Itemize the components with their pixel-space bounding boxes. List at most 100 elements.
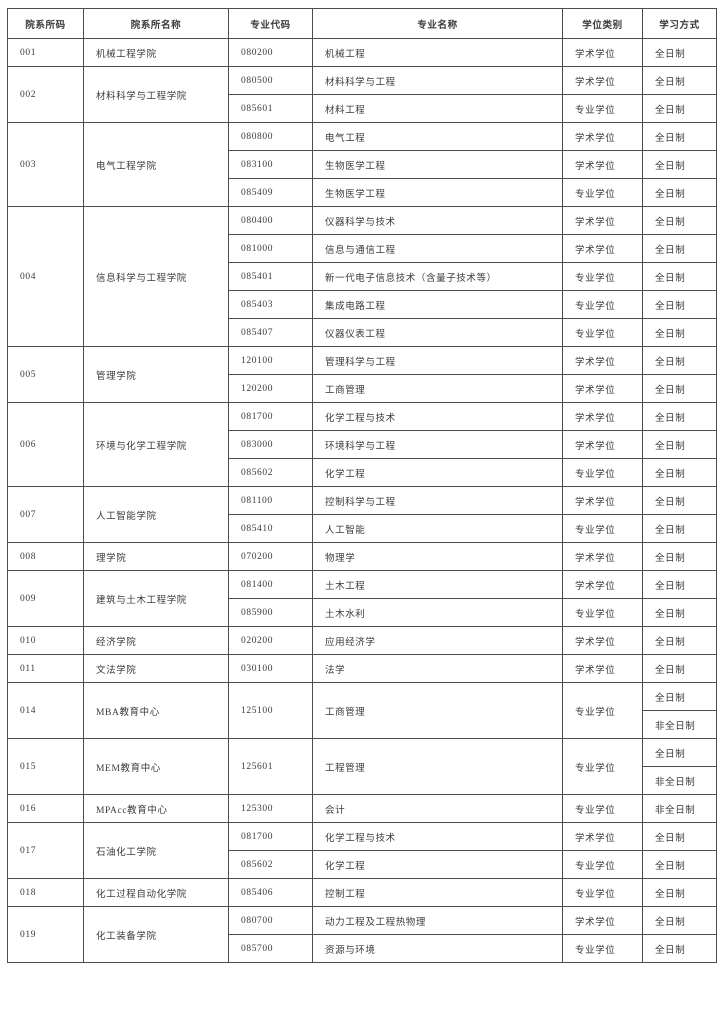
major-code-cell: 080400 (228, 206, 313, 235)
major-name-cell: 化学工程 (312, 850, 563, 879)
major-name-cell: 应用经济学 (312, 626, 563, 655)
dept-code-cell: 006 (7, 402, 84, 487)
study-mode-cell: 全日制 (642, 514, 717, 543)
table-row: 005 管理学院 120100 管理科学与工程 学术学位 全日制 (7, 346, 717, 403)
study-mode-cell: 全日制 (642, 262, 717, 291)
table-row: 085601 材料工程 专业学位 全日制 (8, 94, 717, 123)
header-dept-name: 院系所名称 (83, 8, 229, 39)
major-code-cell: 085409 (228, 178, 313, 207)
major-code-cell: 125300 (228, 794, 313, 823)
table-row: 019 化工装备学院 080700 动力工程及工程热物理 学术学位 全日制 (7, 906, 717, 963)
table-row: 008 理学院 070200 物理学 学术学位 全日制 (7, 542, 717, 571)
major-code-cell: 085410 (228, 514, 313, 543)
study-mode-cell: 全日制 (642, 318, 717, 347)
major-name-cell: 土木工程 (312, 570, 563, 599)
major-code-cell: 070200 (228, 542, 313, 571)
major-code-cell: 080700 (228, 906, 313, 935)
table-row: 083000 环境科学与工程 学术学位 全日制 (8, 430, 717, 459)
major-name-cell: 物理学 (312, 542, 563, 571)
major-code-cell: 085407 (228, 318, 313, 347)
table-row: 014 MBA教育中心 125100 工商管理 专业学位 全日制 (7, 682, 717, 739)
dept-name-cell: 机械工程学院 (83, 38, 229, 67)
major-code-cell: 085403 (228, 290, 313, 319)
dept-name-cell: 化工过程自动化学院 (83, 878, 229, 907)
dept-name-cell: 管理学院 (83, 346, 229, 403)
table-row: 018 化工过程自动化学院 085406 控制工程 专业学位 全日制 (7, 878, 717, 907)
major-name-cell: 人工智能 (312, 514, 563, 543)
admissions-table: 院系所码 院系所名称 专业代码 专业名称 学位类别 学习方式 001 机械工程学院… (7, 8, 717, 963)
table-row: 017 石油化工学院 081700 化学工程与技术 学术学位 全日制 (7, 822, 717, 879)
dept-name-cell: 化工装备学院 (83, 906, 229, 963)
major-code-cell: 020200 (228, 626, 313, 655)
major-code-cell: 125100 (228, 682, 313, 739)
major-name-cell: 新一代电子信息技术（含量子技术等） (312, 262, 563, 291)
degree-type-cell: 专业学位 (562, 598, 643, 627)
study-mode-cell: 全日制 (642, 738, 717, 767)
major-name-cell: 生物医学工程 (312, 178, 563, 207)
table-row: 非全日制 (8, 766, 717, 795)
study-mode-cell: 全日制 (642, 822, 717, 851)
degree-type-cell: 专业学位 (562, 458, 643, 487)
study-mode-cell: 全日制 (642, 626, 717, 655)
major-name-cell: 信息与通信工程 (312, 234, 563, 263)
major-name-cell: 机械工程 (312, 38, 563, 67)
study-mode-cell: 非全日制 (642, 766, 717, 795)
major-code-cell: 081000 (228, 234, 313, 263)
degree-type-cell: 学术学位 (562, 66, 643, 95)
degree-type-cell: 学术学位 (562, 430, 643, 459)
study-mode-cell: 全日制 (642, 850, 717, 879)
degree-type-cell: 专业学位 (562, 850, 643, 879)
dept-name-cell: 材料科学与工程学院 (83, 66, 229, 123)
dept-code-cell: 004 (7, 206, 84, 347)
degree-type-cell: 学术学位 (562, 570, 643, 599)
major-name-cell: 会计 (312, 794, 563, 823)
study-mode-cell: 全日制 (642, 290, 717, 319)
table-row: 011 文法学院 030100 法学 学术学位 全日制 (7, 654, 717, 683)
degree-type-cell: 专业学位 (562, 290, 643, 319)
dept-code-cell: 015 (7, 738, 84, 795)
major-name-cell: 化学工程与技术 (312, 822, 563, 851)
major-code-cell: 081700 (228, 822, 313, 851)
major-name-cell: 仪器仪表工程 (312, 318, 563, 347)
table-row: 085700 资源与环境 专业学位 全日制 (8, 934, 717, 963)
table-row: 015 MEM教育中心 125601 工程管理 专业学位 全日制 (7, 738, 717, 795)
table-header-row: 院系所码 院系所名称 专业代码 专业名称 学位类别 学习方式 (7, 8, 717, 39)
major-name-cell: 电气工程 (312, 122, 563, 151)
table-row: 004 信息科学与工程学院 080400 仪器科学与技术 学术学位 全日制 (7, 206, 717, 347)
major-name-cell: 动力工程及工程热物理 (312, 906, 563, 935)
degree-type-cell: 学术学位 (562, 906, 643, 935)
major-name-cell: 集成电路工程 (312, 290, 563, 319)
study-mode-cell: 全日制 (642, 486, 717, 515)
study-mode-cell: 全日制 (642, 570, 717, 599)
major-code-cell: 080800 (228, 122, 313, 151)
major-name-cell: 材料工程 (312, 94, 563, 123)
table-row: 085900 土木水利 专业学位 全日制 (8, 598, 717, 627)
degree-type-cell: 专业学位 (562, 878, 643, 907)
degree-type-cell: 专业学位 (562, 738, 643, 795)
study-mode-cell: 全日制 (642, 206, 717, 235)
dept-code-cell: 001 (7, 38, 84, 67)
dept-code-cell: 019 (7, 906, 84, 963)
table-row: 007 人工智能学院 081100 控制科学与工程 学术学位 全日制 (7, 486, 717, 543)
dept-name-cell: MPAcc教育中心 (83, 794, 229, 823)
major-code-cell: 080200 (228, 38, 313, 67)
major-code-cell: 081700 (228, 402, 313, 431)
degree-type-cell: 学术学位 (562, 374, 643, 403)
study-mode-cell: 全日制 (642, 234, 717, 263)
degree-type-cell: 专业学位 (562, 682, 643, 739)
table-row: 085409 生物医学工程 专业学位 全日制 (8, 178, 717, 207)
study-mode-cell: 全日制 (642, 374, 717, 403)
major-code-cell: 030100 (228, 654, 313, 683)
degree-type-cell: 学术学位 (562, 346, 643, 375)
major-code-cell: 120100 (228, 346, 313, 375)
degree-type-cell: 学术学位 (562, 626, 643, 655)
major-code-cell: 120200 (228, 374, 313, 403)
major-code-cell: 083000 (228, 430, 313, 459)
table-row: 009 建筑与土木工程学院 081400 土木工程 学术学位 全日制 (7, 570, 717, 627)
major-code-cell: 081400 (228, 570, 313, 599)
table-row: 085602 化学工程 专业学位 全日制 (8, 458, 717, 487)
dept-name-cell: 电气工程学院 (83, 122, 229, 207)
dept-code-cell: 016 (7, 794, 84, 823)
study-mode-cell: 全日制 (642, 346, 717, 375)
major-name-cell: 法学 (312, 654, 563, 683)
